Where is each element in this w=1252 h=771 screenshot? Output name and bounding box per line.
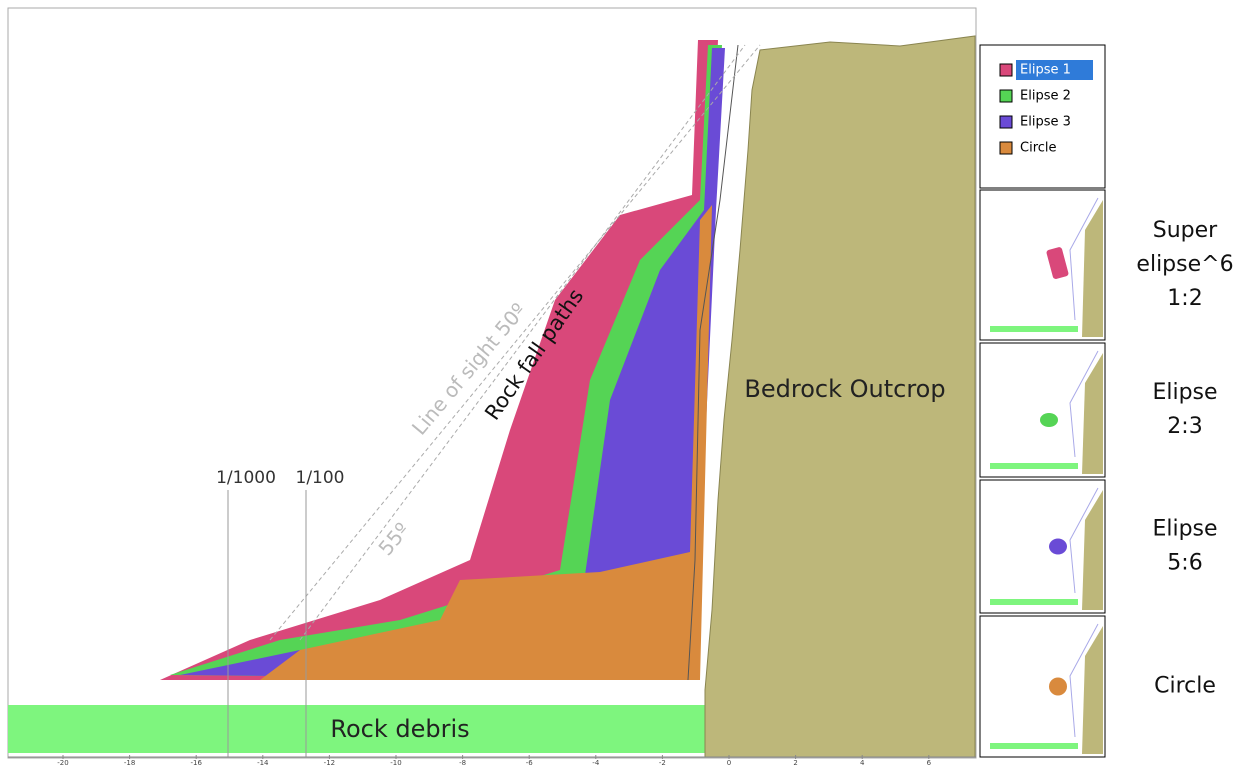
panel-shape <box>1049 678 1067 696</box>
shape-label: 1:2 <box>1167 286 1202 311</box>
tick-label: -14 <box>257 759 269 767</box>
panel-debris <box>990 326 1078 332</box>
tick-label: 6 <box>927 759 932 767</box>
panel-shape <box>1049 539 1067 555</box>
panel-debris <box>990 463 1078 469</box>
tick-label: 4 <box>860 759 865 767</box>
shape-label: Elipse <box>1152 380 1217 405</box>
debris-label: Rock debris <box>330 715 469 743</box>
panel-debris <box>990 599 1078 605</box>
legend-swatch <box>1000 142 1012 154</box>
tick-label: -20 <box>57 759 68 767</box>
tick-label: -4 <box>592 759 600 767</box>
shape-label: 5:6 <box>1167 551 1202 576</box>
shape-label: Super <box>1153 218 1218 243</box>
tick-label: -10 <box>390 759 401 767</box>
bedrock-label: Bedrock Outcrop <box>744 375 945 403</box>
tick-label: -2 <box>659 759 666 767</box>
legend-swatch <box>1000 116 1012 128</box>
legend-label: Elipse 2 <box>1020 89 1071 104</box>
tick-label: -18 <box>124 759 135 767</box>
tick-label: -8 <box>459 759 466 767</box>
shape-label: elipse^6 <box>1136 252 1233 277</box>
label-100: 1/100 <box>296 468 345 488</box>
tick-label: 0 <box>727 759 731 767</box>
tick-label: -6 <box>526 759 534 767</box>
legend-swatch <box>1000 90 1012 102</box>
shape-label: 2:3 <box>1167 414 1202 439</box>
shape-panels: Super elipse^6 1:2 Elipse 2:3 Elipse 5:6 Circle <box>980 190 1234 757</box>
legend-label: Elipse 1 <box>1020 63 1071 78</box>
shape-label: Elipse <box>1152 517 1217 542</box>
label-1000: 1/1000 <box>216 468 276 488</box>
tick-label: 2 <box>793 759 797 767</box>
panel-shape <box>1040 413 1058 427</box>
legend-label: Circle <box>1020 141 1057 156</box>
legend-label: Elipse 3 <box>1020 115 1071 130</box>
figure: 1/1000 1/100 Line of sight 50º 55º Rock … <box>0 0 1252 767</box>
panel-debris <box>990 743 1078 749</box>
shape-label: Circle <box>1154 674 1216 699</box>
legend-swatch <box>1000 64 1012 76</box>
tick-label: -16 <box>190 759 202 767</box>
tick-label: -12 <box>324 759 335 767</box>
